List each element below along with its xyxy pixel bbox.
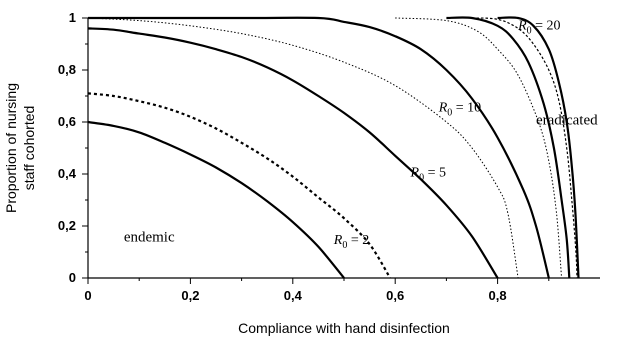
region-label-endemic: endemic <box>124 230 175 246</box>
y-tick-label: 0 <box>69 270 76 285</box>
x-tick-label: 0,6 <box>386 288 404 303</box>
y-tick-label: 1 <box>69 10 76 25</box>
series-label-r0-2: R0 = 2 <box>333 233 369 251</box>
y-tick-label: 0,8 <box>58 62 76 77</box>
y-axis-label-line-2: staff cohorted <box>21 106 37 191</box>
y-axis-label-line-1: Proportion of nursing <box>3 83 19 213</box>
series-line-r0-20 <box>471 17 578 279</box>
series-line-boundary-6 <box>446 16 571 279</box>
y-tick-label: 0,2 <box>58 218 76 233</box>
series-line-r0-2 <box>87 120 345 279</box>
series-label-r0-10: R0 = 10 <box>438 101 481 119</box>
x-tick-label: 0,2 <box>181 288 199 303</box>
y-tick-label: 0,4 <box>58 166 77 181</box>
series-line-boundary-3 <box>87 17 519 279</box>
x-tick-label: 0 <box>84 288 91 303</box>
series-label-r0-5: R0 = 5 <box>410 166 446 184</box>
series-line-boundary-1 <box>87 92 392 279</box>
labels: R0 = 2 R0 = 5 R0 = 10 R0 = 20 <box>333 19 561 251</box>
series-line-boundary-5 <box>395 17 563 279</box>
x-axis-label: Compliance with hand disinfection <box>238 320 450 336</box>
y-tick-label: 0,6 <box>58 114 76 129</box>
axes: 0 0,2 0,4 0,6 0,8 1 0 0,2 0,4 0,6 0,8 <box>58 10 600 303</box>
region-label-eradicated: eradicated <box>536 113 598 129</box>
x-tick-label: 0,4 <box>284 288 303 303</box>
x-tick-label: 0,8 <box>489 288 507 303</box>
series-layer <box>87 16 580 279</box>
series-line-r0-10 <box>88 16 550 279</box>
series-line-boundary-8 <box>497 16 580 279</box>
series-label-r0-20: R0 = 20 <box>517 19 560 37</box>
series-line-r0-5 <box>87 27 499 279</box>
